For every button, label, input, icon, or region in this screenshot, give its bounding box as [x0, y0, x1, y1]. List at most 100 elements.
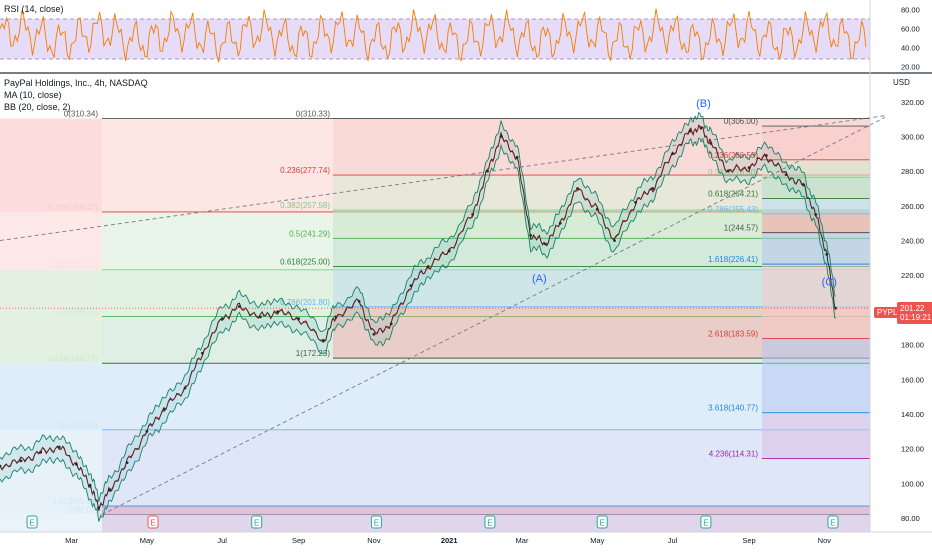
rsi-tick-label: 60.00 [901, 25, 920, 34]
price-point [651, 187, 655, 190]
earnings-marker-label: E [830, 519, 835, 528]
price-point [108, 488, 112, 492]
fib-zone [762, 198, 870, 214]
price-point [297, 317, 301, 321]
rsi-tick-label: 80.00 [901, 6, 920, 15]
fib-zone [102, 118, 870, 212]
y-tick-label: 220.00 [901, 271, 924, 280]
fib-level-label: 0.236(286.53) [708, 151, 758, 160]
rsi-band [0, 19, 870, 59]
earnings-marker-box [147, 515, 159, 529]
price-point [321, 339, 325, 343]
price-point [699, 126, 703, 130]
fib-level-label: 0(306.00) [724, 117, 759, 126]
price-point [801, 183, 805, 187]
fib-zone [762, 177, 870, 199]
price-series-layer [0, 111, 870, 522]
earnings-marker-label: E [703, 519, 708, 528]
lower-trendline [101, 116, 886, 516]
y-tick-label: 140.00 [901, 410, 924, 419]
fib-zone [102, 269, 870, 317]
price-point [125, 461, 129, 465]
price-point [162, 407, 166, 411]
current-price-badge: 201.22 01:19:21 [897, 302, 932, 324]
x-tick-label: Nov [367, 536, 381, 545]
price-point [238, 305, 241, 308]
rsi-tick-label: 20.00 [901, 62, 920, 71]
earnings-marker-box [251, 515, 263, 529]
earnings-marker-label: E [374, 519, 379, 528]
fib-extension-zone [0, 514, 102, 532]
fibonacci-layer[interactable]: 0(310.34)0.236(256.47)0.382(223.14)0.5(1… [0, 110, 870, 532]
earnings-marker-box [484, 515, 496, 529]
price-point [834, 306, 837, 310]
y-tick-label: 260.00 [901, 202, 924, 211]
bollinger-lower [0, 137, 836, 522]
price-point [688, 129, 692, 133]
current-price: 201.22 [900, 304, 925, 313]
fib-level-label: 0(310.33) [296, 110, 331, 119]
price-point [276, 310, 280, 314]
earnings-marker-box [596, 515, 608, 529]
price-point [634, 200, 637, 204]
earnings-marker-box [700, 515, 712, 529]
price-point [814, 213, 818, 216]
x-tick-label: Jul [668, 536, 678, 545]
price-point [486, 169, 489, 173]
ticker-badge: PYPL [874, 307, 901, 318]
price-point [747, 166, 751, 170]
x-tick-label: May [590, 536, 604, 545]
y-tick-label: 100.00 [901, 479, 924, 488]
price-line [0, 124, 836, 512]
y-tick-label: 240.00 [901, 237, 924, 246]
y-tick-label: 280.00 [901, 167, 924, 176]
price-point [88, 483, 92, 487]
price-point [447, 249, 451, 253]
rsi-title: RSI (14, close) [4, 4, 64, 14]
fib-level-label: 1(244.57) [724, 224, 759, 233]
price-point [726, 169, 730, 173]
chart-title: PayPal Holdings, Inc., 4h, NASDAQ [4, 78, 148, 88]
price-point [515, 155, 519, 159]
price-point [389, 322, 393, 326]
price-point [709, 141, 713, 145]
fib-level-label: 0.382(276.50) [708, 168, 758, 177]
price-point [558, 221, 562, 225]
price-point [39, 450, 43, 454]
price-point [471, 213, 475, 216]
fib-zone [762, 213, 870, 233]
x-tick-label: Sep [292, 536, 305, 545]
bar-countdown: 01:19:21 [900, 313, 932, 322]
fib-level-label: 0.236(277.74) [280, 166, 330, 175]
currency-label: USD [893, 78, 910, 87]
rsi-panel: 80.00 60.00 40.00 20.00 [0, 0, 920, 72]
fib-extension-zone [0, 211, 102, 270]
price-point [19, 459, 23, 463]
price-point [426, 265, 430, 268]
x-tick-label: 2021 [441, 536, 458, 545]
x-tick-label: May [140, 536, 154, 545]
price-point [499, 135, 503, 138]
price-point [258, 315, 262, 319]
fib-level-label: 0.786(201.80) [280, 298, 330, 307]
fib-zone [762, 126, 870, 160]
bb-indicator-title: BB (20, close, 2) [4, 102, 71, 112]
fib-zone [102, 429, 870, 507]
fib-extension-zone [0, 363, 102, 430]
x-tick-label: Jul [217, 536, 227, 545]
price-point [200, 351, 204, 355]
price-point [529, 233, 533, 237]
price-point [576, 187, 579, 190]
fib-zone [102, 316, 870, 364]
price-point [784, 173, 788, 177]
price-point [544, 242, 547, 246]
trendline-layer[interactable] [0, 115, 886, 516]
earnings-marker-label: E [29, 519, 34, 528]
upper-trendline [0, 115, 886, 241]
fib-zone [102, 211, 870, 270]
earnings-marker-label: E [150, 519, 155, 528]
y-tick-label: 120.00 [901, 445, 924, 454]
